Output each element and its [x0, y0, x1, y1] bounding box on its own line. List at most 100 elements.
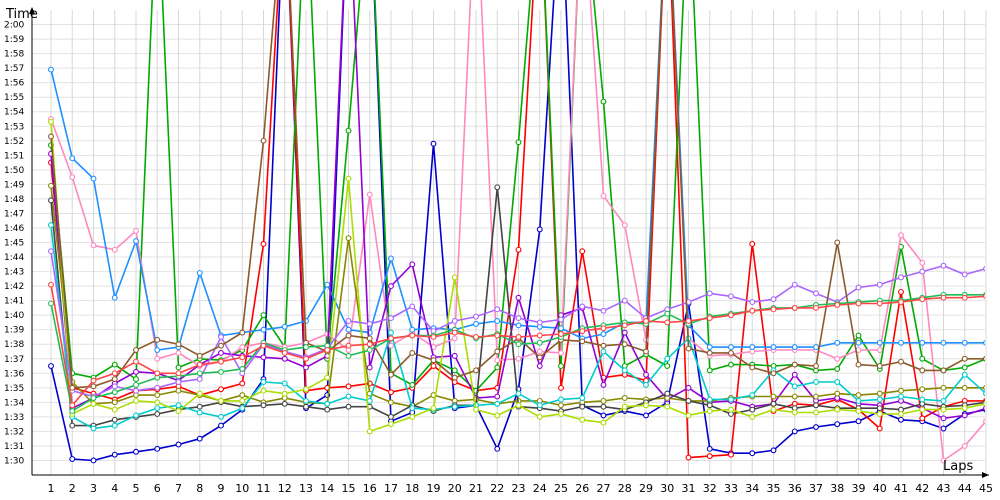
data-point: [749, 413, 756, 420]
data-point: [749, 364, 756, 371]
data-point: [366, 347, 373, 353]
data-point: [48, 182, 54, 189]
data-point: [919, 396, 926, 403]
data-point: [600, 307, 607, 314]
data-point: [409, 381, 416, 388]
x-tick-label: 44: [958, 482, 972, 495]
data-point: [154, 355, 161, 362]
data-point: [983, 293, 985, 300]
data-point: [728, 361, 734, 368]
data-point: [728, 396, 734, 403]
data-point: [90, 383, 97, 390]
data-point: [430, 405, 437, 412]
data-point: [940, 262, 947, 269]
data-point: [558, 331, 564, 337]
data-point: [855, 408, 862, 415]
data-point: [366, 320, 373, 327]
data-point: [643, 402, 649, 409]
data-point: [196, 403, 203, 410]
data-point: [685, 412, 692, 419]
y-tick-label: 1:45: [4, 239, 24, 249]
data-point: [345, 342, 352, 349]
data-point: [664, 363, 671, 369]
data-point: [494, 184, 501, 191]
data-point: [685, 397, 692, 404]
data-point: [919, 268, 926, 275]
data-point: [218, 358, 224, 365]
data-point: [494, 412, 501, 419]
data-point: [940, 406, 947, 413]
data-point: [473, 313, 479, 320]
data-point: [388, 342, 394, 349]
data-point: [961, 384, 968, 391]
data-point: [473, 320, 479, 327]
data-point: [239, 405, 246, 412]
series-14: [48, 281, 985, 409]
x-tick-label: 20: [448, 482, 462, 495]
data-point: [770, 370, 777, 377]
data-point: [813, 379, 819, 385]
data-point: [855, 332, 862, 339]
data-point: [940, 339, 947, 346]
data-point: [175, 387, 182, 394]
data-point: [706, 402, 713, 409]
data-point: [621, 367, 628, 374]
data-point: [791, 383, 798, 390]
data-point: [409, 332, 416, 339]
data-point: [154, 445, 161, 452]
data-point: [345, 326, 352, 333]
data-point: [324, 374, 331, 381]
data-point: [940, 415, 947, 422]
x-tick-label: 21: [469, 482, 483, 495]
data-point: [69, 174, 76, 181]
data-point: [48, 248, 54, 255]
data-point: [515, 246, 522, 253]
data-point: [260, 342, 267, 349]
data-point: [90, 400, 97, 407]
data-point: [558, 349, 564, 356]
data-point: [664, 390, 671, 397]
data-point: [961, 355, 968, 362]
x-tick-label: 9: [218, 482, 225, 495]
data-point: [536, 363, 543, 369]
data-point: [239, 354, 246, 361]
data-point: [175, 402, 182, 409]
data-point: [409, 349, 416, 356]
data-point: [451, 403, 458, 410]
data-point: [558, 384, 564, 391]
data-point: [961, 294, 968, 301]
data-point: [260, 402, 267, 409]
data-point: [494, 357, 501, 364]
x-tick-label: 8: [196, 482, 203, 495]
y-tick-label: 1:41: [4, 297, 24, 307]
data-point: [494, 445, 501, 452]
data-point: [515, 390, 522, 397]
data-point: [303, 364, 309, 371]
data-point: [536, 413, 543, 420]
x-tick-label: 14: [320, 482, 334, 495]
data-point: [260, 312, 267, 319]
data-point: [133, 376, 139, 383]
x-tick-label: 31: [682, 482, 696, 495]
data-point: [919, 355, 926, 362]
data-point: [281, 349, 288, 356]
y-tick-label: 1:30: [4, 456, 24, 466]
data-point: [494, 306, 501, 313]
x-axis-title: Laps: [943, 459, 973, 474]
x-tick-label: 37: [809, 482, 823, 495]
data-point: [600, 381, 607, 388]
data-point: [111, 422, 118, 429]
x-tick-label: 12: [278, 482, 292, 495]
data-point: [898, 358, 904, 365]
data-point: [983, 385, 985, 391]
data-point: [388, 335, 394, 342]
data-point: [643, 381, 649, 388]
data-point: [621, 403, 628, 410]
data-point: [69, 155, 76, 162]
data-point: [961, 371, 968, 378]
data-point: [770, 306, 777, 313]
data-point: [558, 411, 564, 417]
data-point: [791, 428, 798, 435]
data-point: [770, 296, 777, 303]
data-point: [536, 339, 543, 346]
